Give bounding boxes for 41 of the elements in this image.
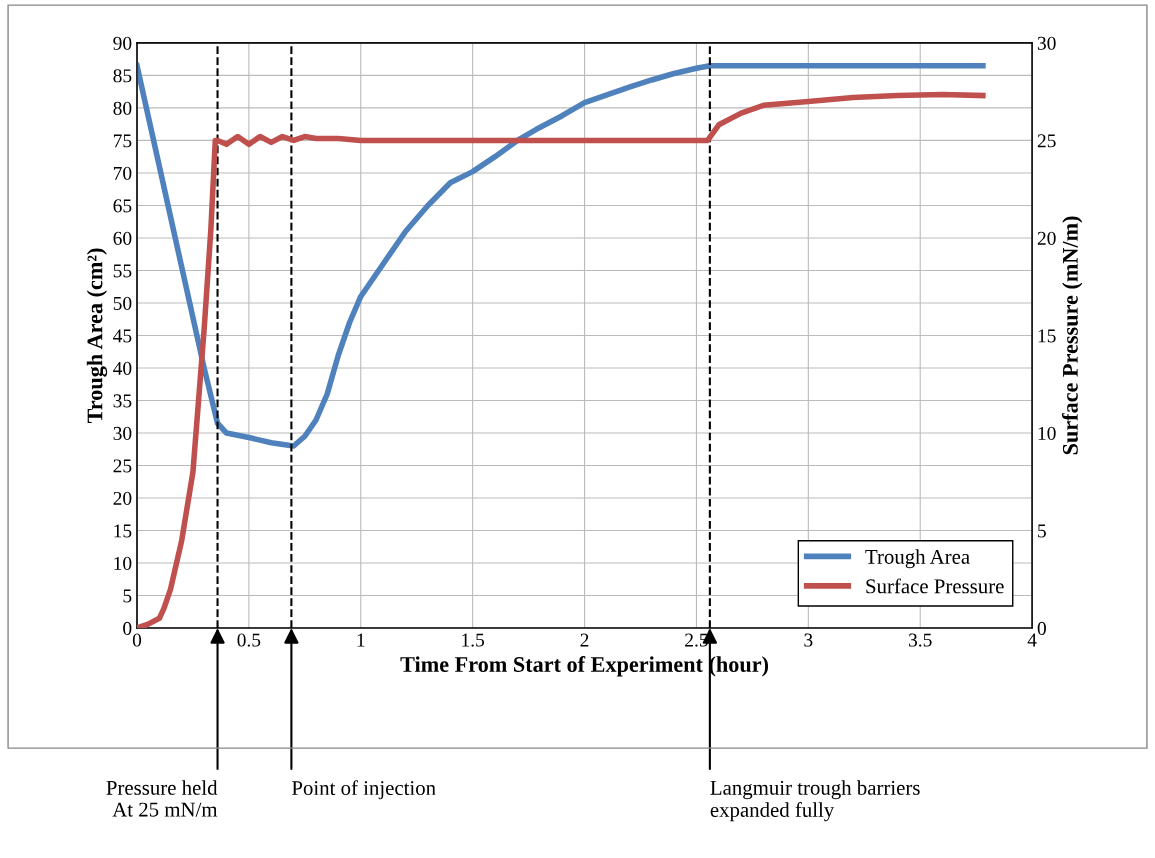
x-tick-label: 3.5 [908, 633, 932, 647]
y-tick-label: 50 [113, 296, 132, 310]
y2-tick-label: 5 [1038, 524, 1046, 538]
y-tick-label: 35 [113, 394, 132, 408]
y-tick-label: 25 [113, 459, 132, 473]
annotation: Langmuir trough barriers expanded fully [710, 780, 920, 822]
y-tick-label: 70 [113, 166, 132, 180]
x-tick-label: 1 [357, 633, 365, 647]
y-tick-label: 45 [113, 329, 132, 343]
x-tick-label: 4 [1027, 633, 1037, 647]
y2-tick-label: 20 [1037, 231, 1056, 245]
y-tick-label: 80 [113, 101, 132, 115]
y2-tick-label: 25 [1037, 134, 1056, 148]
y-axis-title: Trough Area (cm²) [86, 248, 108, 424]
y2-tick-label: 15 [1038, 329, 1056, 343]
y-tick-label: 0 [123, 621, 132, 635]
y-tick-label: 65 [113, 199, 132, 213]
annotation: Pressure held At 25 mN/m [106, 780, 218, 817]
y-tick-label: 40 [113, 361, 132, 375]
x-tick-label: 0 [132, 633, 142, 647]
x-tick-label: 1.5 [462, 633, 485, 647]
y-tick-label: 75 [113, 134, 132, 148]
annotation: Point of injection [291, 780, 436, 800]
y-tick-label: 5 [123, 589, 132, 603]
y-tick-label: 15 [114, 524, 132, 538]
y2-tick-label: 30 [1037, 36, 1056, 50]
y-tick-label: 90 [113, 36, 132, 50]
y-tick-label: 55 [113, 264, 132, 278]
x-tick-label: 0.5 [237, 633, 261, 647]
x-tick-label: 3 [804, 633, 813, 647]
y-tick-label: 10 [114, 556, 132, 570]
x-tick-label: 2 [580, 633, 589, 647]
y2-axis-title: Surface Pressure (mN/m) [1061, 216, 1083, 455]
y-tick-label: 20 [113, 491, 132, 505]
legend-label: Surface Pressure [866, 578, 1004, 594]
y2-tick-label: 10 [1038, 426, 1056, 440]
legend-label: Trough Area [865, 549, 970, 569]
y-tick-label: 60 [113, 231, 132, 245]
y-tick-label: 85 [113, 69, 132, 83]
y2-tick-label: 0 [1037, 621, 1046, 635]
y-tick-label: 30 [113, 426, 132, 440]
